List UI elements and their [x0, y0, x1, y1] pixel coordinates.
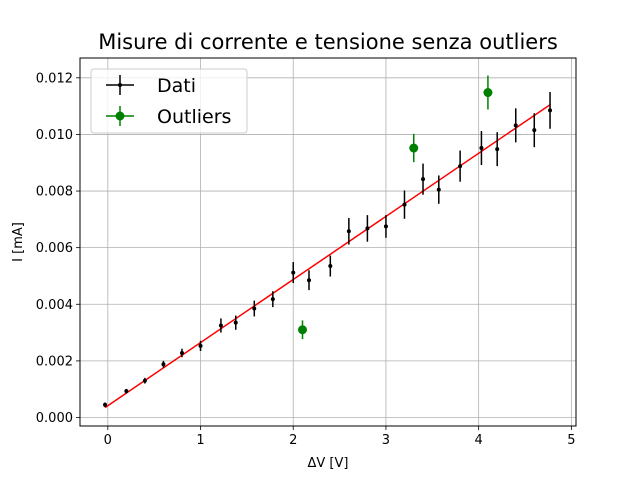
data-point	[532, 128, 537, 133]
data-point	[252, 306, 257, 311]
y-tick-label: 0.010	[36, 128, 73, 143]
data-point	[436, 187, 441, 192]
x-axis-label: ΔV [V]	[308, 456, 349, 471]
legend-entry: Dati	[106, 75, 196, 97]
data-point	[409, 143, 419, 153]
x-tick-label: 1	[196, 433, 204, 448]
data-point	[421, 177, 426, 182]
fit-line	[104, 104, 551, 409]
grid	[80, 58, 576, 426]
y-tick-label: 0.000	[36, 411, 73, 426]
series-dati	[103, 91, 553, 408]
data-point	[483, 88, 493, 98]
data-point	[513, 123, 518, 128]
legend: Dati Outliers	[90, 68, 248, 134]
data-point	[458, 164, 463, 169]
data-point	[179, 350, 184, 355]
legend-label: Dati	[157, 75, 196, 97]
x-tick-label: 4	[475, 433, 483, 448]
y-tick-label: 0.006	[36, 241, 73, 256]
data-point	[161, 362, 166, 367]
x-tick-label: 2	[289, 433, 297, 448]
axes-frame	[79, 57, 577, 427]
series-outliers	[298, 75, 493, 340]
data-point	[233, 320, 238, 325]
legend-marker	[118, 83, 122, 87]
data-point	[306, 278, 311, 283]
data-point	[328, 264, 333, 269]
data-point	[198, 343, 203, 348]
data-point	[402, 202, 407, 207]
x-tick-label: 5	[567, 433, 575, 448]
x-tick-label: 3	[382, 433, 390, 448]
y-tick-label: 0.008	[36, 185, 73, 200]
data-point	[346, 229, 351, 234]
ticks: 0 1 2 3 4 5 0.000 0.002 0.004 0.006 0.008 0.010 0.01…	[36, 71, 576, 448]
data-point	[270, 297, 275, 302]
data-point	[124, 389, 129, 394]
legend-entry: Outliers	[106, 106, 231, 128]
data-point	[291, 270, 296, 275]
data-point	[103, 402, 108, 407]
data-point	[495, 147, 500, 152]
data-point	[548, 108, 553, 113]
data-point	[298, 325, 308, 335]
y-axis-label: I [mA]	[11, 222, 26, 262]
legend-label: Outliers	[157, 106, 231, 128]
data-point	[383, 224, 388, 229]
data-point	[142, 378, 147, 383]
chart-title: Misure di corrente e tensione senza outl…	[98, 30, 558, 54]
x-tick-label: 0	[104, 433, 112, 448]
y-tick-label: 0.004	[36, 298, 73, 313]
legend-marker	[115, 111, 125, 121]
y-tick-label: 0.002	[36, 354, 73, 369]
data-point	[365, 226, 370, 231]
data-point	[218, 323, 223, 328]
data-point	[479, 146, 484, 151]
y-tick-label: 0.012	[36, 71, 73, 86]
data-marks	[103, 75, 553, 408]
fit-line-group	[104, 104, 551, 409]
